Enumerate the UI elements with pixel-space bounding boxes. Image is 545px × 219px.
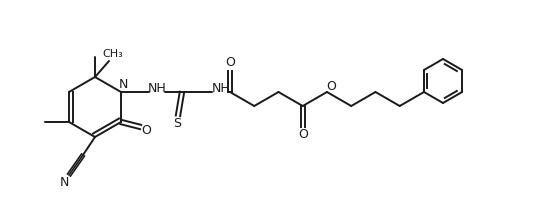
Text: CH₃: CH₃	[102, 49, 123, 59]
Text: N: N	[59, 175, 69, 189]
Text: S: S	[173, 117, 181, 130]
Text: O: O	[142, 124, 152, 136]
Text: NH: NH	[211, 81, 231, 95]
Text: O: O	[225, 57, 235, 69]
Text: O: O	[298, 129, 308, 141]
Text: N: N	[118, 78, 128, 92]
Text: O: O	[326, 79, 336, 92]
Text: NH: NH	[148, 81, 166, 95]
